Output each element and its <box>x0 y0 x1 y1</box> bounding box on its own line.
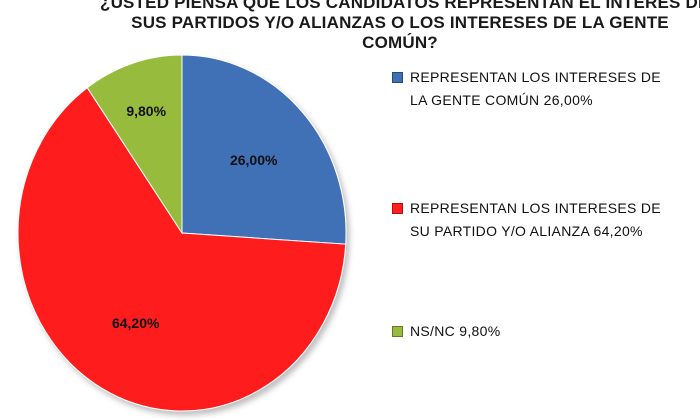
data-label-ns-nc: 9,80% <box>126 103 166 119</box>
chart-title: ¿USTED PIENSA QUE LOS CANDIDATOS REPRESE… <box>100 0 700 53</box>
pie-slice-partido-alianza <box>17 86 347 412</box>
legend-swatch-gente-comun <box>392 72 403 83</box>
chart-title-line-1: ¿USTED PIENSA QUE LOS CANDIDATOS REPRESE… <box>100 0 700 12</box>
chart-title-line-2: SUS PARTIDOS Y/O ALIANZAS O LOS INTERESE… <box>131 13 669 32</box>
legend-label-partido-alianza: REPRESENTAN LOS INTERESES DE SU PARTIDO … <box>410 200 661 239</box>
legend-label-gente-comun: REPRESENTAN LOS INTERESES DE LA GENTE CO… <box>410 69 661 108</box>
chart-title-line-3: COMÚN? <box>362 33 438 52</box>
pie-slice-gente-comun <box>181 54 347 245</box>
pie-slice-ns-nc <box>86 54 183 235</box>
legend-swatch-ns-nc <box>392 326 403 337</box>
data-label-partido-alianza: 64,20% <box>112 315 160 331</box>
legend-label-ns-nc: NS/NC 9,80% <box>410 323 501 339</box>
legend-swatch-partido-alianza <box>392 203 403 214</box>
data-label-gente-comun: 26,00% <box>230 152 278 168</box>
